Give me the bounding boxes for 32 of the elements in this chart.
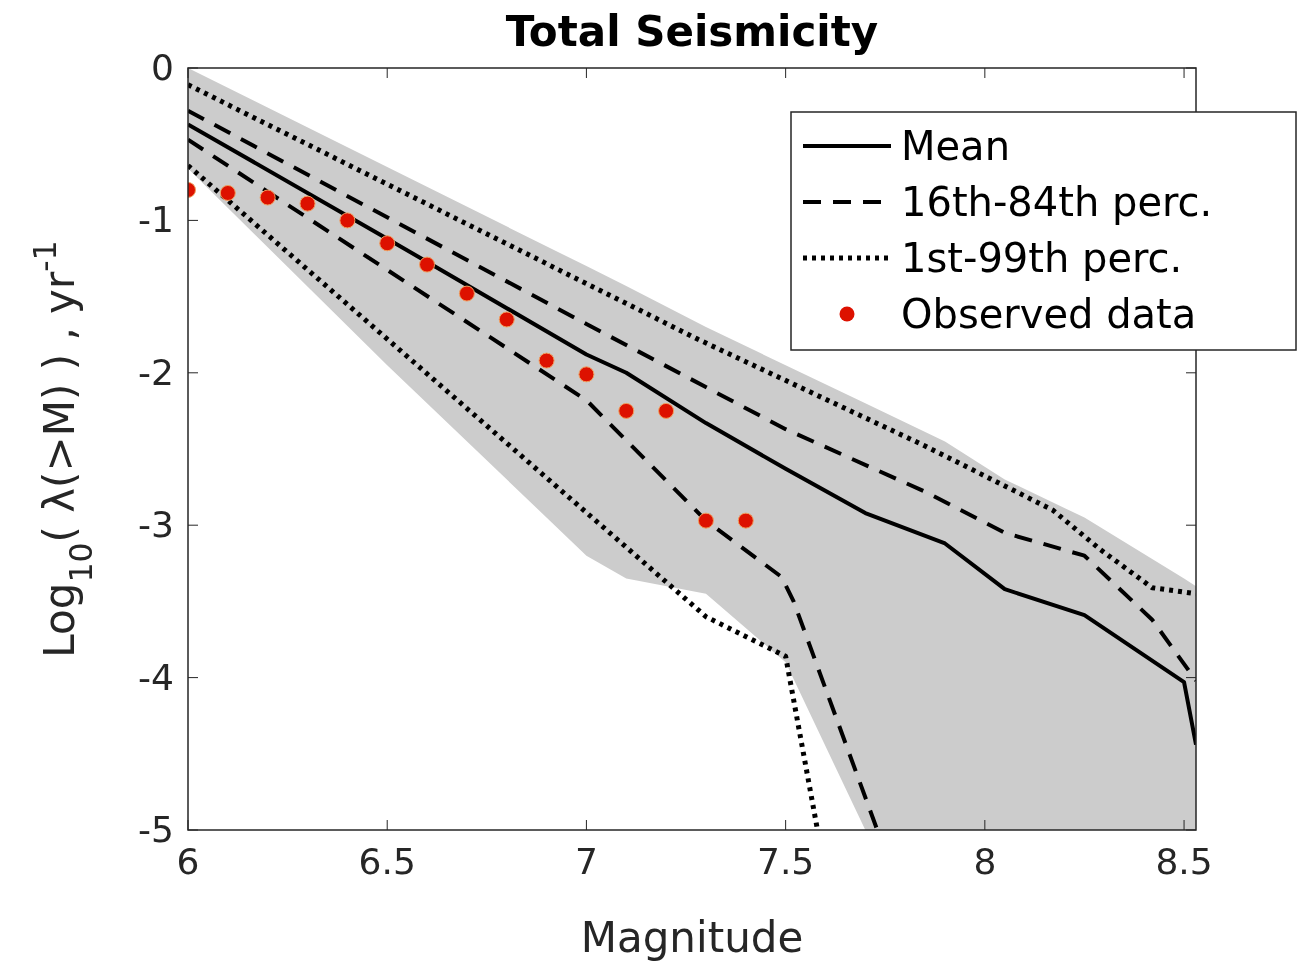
point bbox=[498, 311, 515, 328]
x-tick-label: 8.5 bbox=[1155, 841, 1213, 882]
y-tick-label: 0 bbox=[151, 47, 174, 88]
x-tick-label: 7.5 bbox=[757, 841, 815, 882]
point bbox=[697, 512, 714, 529]
legend-label: 16th-84th perc. bbox=[901, 179, 1213, 225]
point bbox=[737, 512, 754, 529]
point bbox=[618, 402, 635, 419]
y-tick-label: -5 bbox=[138, 809, 174, 850]
point bbox=[219, 184, 236, 201]
point bbox=[379, 235, 396, 252]
legend-label: Mean bbox=[901, 123, 1010, 169]
point bbox=[658, 402, 675, 419]
y-tick-label: -2 bbox=[138, 351, 174, 393]
point bbox=[339, 212, 356, 229]
x-tick-label: 6.5 bbox=[358, 841, 416, 882]
x-tick-label: 7 bbox=[574, 841, 598, 882]
y-tick-label: -3 bbox=[138, 504, 174, 546]
y-tick-label: -4 bbox=[138, 656, 174, 698]
point bbox=[299, 195, 316, 212]
point bbox=[458, 285, 475, 302]
x-axis-title: Magnitude bbox=[580, 913, 804, 962]
point bbox=[419, 256, 436, 273]
point bbox=[578, 366, 595, 383]
chart-title: Total Seismicity bbox=[505, 7, 879, 56]
legend-label: 1st-99th perc. bbox=[901, 235, 1183, 281]
y-tick-label: -1 bbox=[138, 199, 174, 241]
legend-label: Observed data bbox=[901, 291, 1197, 337]
point bbox=[538, 352, 555, 369]
point bbox=[259, 189, 276, 206]
x-tick-label: 6 bbox=[176, 841, 200, 882]
x-tick-label: 8 bbox=[973, 841, 997, 882]
